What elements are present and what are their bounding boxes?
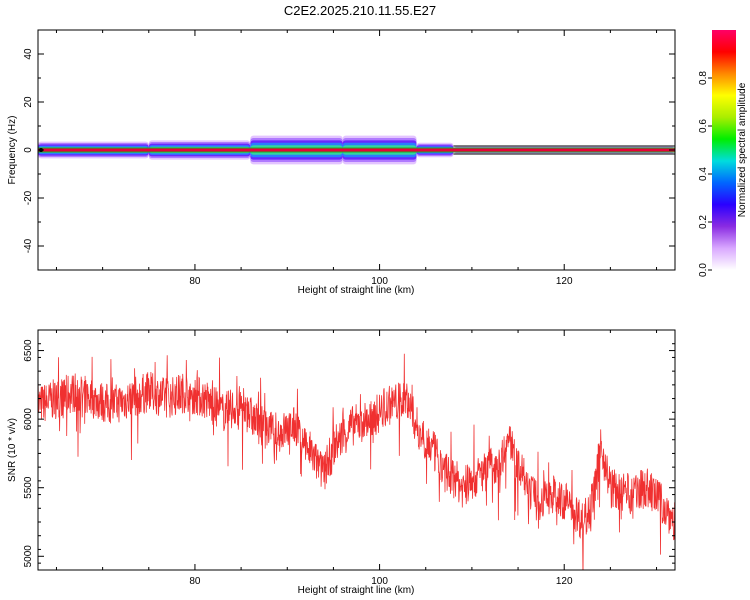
snr-y-tick-label: 6000 — [23, 408, 34, 431]
spectral-band — [38, 135, 675, 165]
snr-y-tick-label: 6500 — [23, 339, 34, 362]
colorbar-ticks: 0.0 0.2 0.4 0.6 0.8 — [698, 71, 712, 277]
spectrogram-y-tick-label: 0 — [23, 147, 34, 153]
spectrogram-y-tick-label: 40 — [23, 48, 34, 60]
snr-y-tick-label: 5500 — [23, 476, 34, 499]
snr-panel: 80 100 120 5000 5500 6000 6500 Height of strai… — [7, 329, 676, 596]
colorbar-gradient — [712, 30, 736, 270]
colorbar: 0.0 0.2 0.4 0.6 0.8 Normalized spectral ampl… — [698, 30, 748, 277]
snr-x-axis-label: Height of straight line (km) — [298, 585, 415, 596]
spectrogram-y-tick-label: -40 — [23, 238, 34, 253]
spectrogram-y-tick-label: -20 — [23, 190, 34, 205]
snr-y-tick-label: 5000 — [23, 545, 34, 568]
figure-title: C2E2.2025.210.11.55.E27 — [284, 3, 436, 18]
snr-y-axis-label: SNR (10 * v/v) — [7, 418, 18, 482]
spectrogram-ticks: 80 100 120 40 20 0 -20 -40 — [23, 29, 675, 287]
snr-series-line — [38, 353, 675, 570]
spectrogram-y-tick-label: 20 — [23, 96, 34, 108]
spectrogram-panel: 80 100 120 40 20 0 -20 -40 Height of straight l… — [7, 29, 676, 296]
colorbar-tick-label: 0.2 — [698, 215, 709, 229]
snr-x-tick-label: 100 — [371, 576, 388, 587]
spectrogram-x-axis-label: Height of straight line (km) — [298, 285, 415, 296]
colorbar-tick-label: 0.8 — [698, 71, 709, 85]
colorbar-tick-label: 0.4 — [698, 167, 709, 181]
colorbar-tick-label: 0.0 — [698, 263, 709, 277]
spectrogram-y-axis-label: Frequency (Hz) — [7, 116, 18, 185]
colorbar-label: Normalized spectral amplitude — [737, 82, 748, 217]
band-core — [38, 148, 675, 152]
spectrogram-x-tick-label: 80 — [189, 276, 201, 287]
spectrogram-x-tick-label: 100 — [371, 276, 388, 287]
snr-ticks: 80 100 120 5000 5500 6000 6500 — [23, 330, 675, 587]
snr-x-tick-label: 80 — [189, 576, 201, 587]
snr-frame — [37, 329, 676, 571]
spectrogram-x-tick-label: 120 — [556, 276, 573, 287]
snr-x-tick-label: 120 — [556, 576, 573, 587]
colorbar-tick-label: 0.6 — [698, 119, 709, 133]
